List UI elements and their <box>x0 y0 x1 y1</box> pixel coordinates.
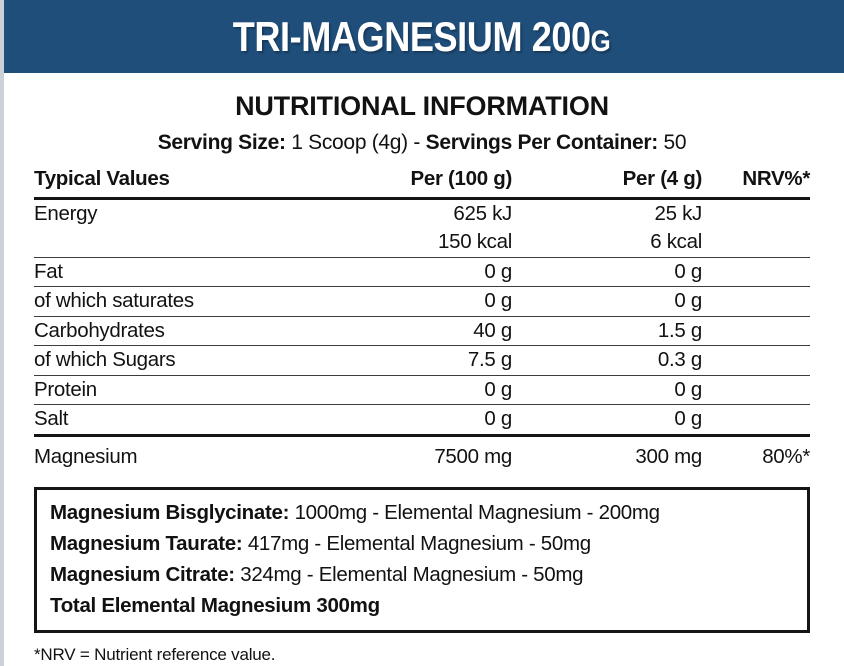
column-header-per-4g: Per (4 g) <box>512 168 702 200</box>
product-title-suffix: G <box>591 24 611 58</box>
row-label: Energy <box>34 201 98 225</box>
value-per-serving: 0 g <box>512 404 702 437</box>
value-per-100g: 40 g <box>334 316 512 347</box>
row-label <box>34 228 334 258</box>
nutrition-table: Typical Values Per (100 g) Per (4 g) NRV… <box>34 168 810 479</box>
serving-size-label: Serving Size: <box>157 131 286 154</box>
value-per-100g: 0 g <box>334 404 512 437</box>
nrv-value <box>702 345 810 376</box>
value-per-100g: 0 g <box>334 257 512 288</box>
value-per-serving: 300 mg <box>635 444 702 468</box>
table-row-salt: Salt 0 g 0 g <box>34 404 810 437</box>
label-content: NUTRITIONAL INFORMATION Serving Size: 1 … <box>0 91 844 665</box>
breakdown-line-bold: Magnesium Citrate: <box>50 563 235 587</box>
table-row-magnesium: Magnesium 7500 mg 300 mg 80%* <box>34 435 810 479</box>
column-header-typical-values: Typical Values <box>34 168 334 200</box>
nrv-value <box>702 286 810 317</box>
table-row-energy-kcal: 150 kcal 6 kcal <box>34 228 810 258</box>
nrv-value <box>702 257 810 288</box>
value-per-serving: 0.3 g <box>512 345 702 376</box>
value-per-100g: 0 g <box>334 375 512 406</box>
breakdown-line-bold: Magnesium Taurate: <box>50 532 243 556</box>
serving-info: Serving Size: 1 Scoop (4g) - Servings Pe… <box>34 131 810 155</box>
table-row-protein: Protein 0 g 0 g <box>34 375 810 406</box>
product-title-main: TRI-MAGNESIUM 200 <box>233 12 592 60</box>
column-header-per-100g: Per (100 g) <box>334 168 512 200</box>
value-per-100g: 625 kJ <box>453 201 512 225</box>
row-label: Fat <box>34 257 334 288</box>
header-bar: TRI-MAGNESIUM 200G <box>0 0 844 73</box>
breakdown-line-citrate: Magnesium Citrate: 324mg - Elemental Mag… <box>50 559 794 590</box>
nrv-value: 80%* <box>762 444 810 468</box>
breakdown-line-total: Total Elemental Magnesium 300mg <box>50 590 794 621</box>
breakdown-line-bisglycinate: Magnesium Bisglycinate: 1000mg - Element… <box>50 497 794 528</box>
row-label: Magnesium <box>34 444 138 468</box>
breakdown-line-rest: 1000mg - Elemental Magnesium - 200mg <box>289 501 661 525</box>
value-per-serving: 25 kJ <box>654 201 703 225</box>
nrv-value <box>702 316 810 347</box>
table-row-fat: Fat 0 g 0 g <box>34 257 810 288</box>
table-row-sugars: of which Sugars 7.5 g 0.3 g <box>34 345 810 376</box>
row-label: of which Sugars <box>34 345 334 376</box>
servings-per-container-value: 50 <box>657 131 687 154</box>
value-per-serving: 0 g <box>512 286 702 317</box>
product-title: TRI-MAGNESIUM 200G <box>233 13 611 61</box>
breakdown-line-taurate: Magnesium Taurate: 417mg - Elemental Mag… <box>50 528 794 559</box>
nrv-footnote: *NRV = Nutrient reference value. <box>34 645 276 665</box>
nrv-value <box>702 198 810 228</box>
row-label: Carbohydrates <box>34 316 334 347</box>
breakdown-line-rest: 324mg - Elemental Magnesium - 50mg <box>234 563 584 587</box>
value-per-100g: 0 g <box>334 286 512 317</box>
table-row-saturates: of which saturates 0 g 0 g <box>34 286 810 317</box>
nutrition-heading: NUTRITIONAL INFORMATION <box>235 91 609 121</box>
row-label: of which saturates <box>34 286 334 317</box>
nrv-value <box>702 404 810 437</box>
servings-per-container-label: Servings Per Container: <box>425 131 659 154</box>
value-per-serving: 1.5 g <box>512 316 702 347</box>
breakdown-line-rest: 417mg - Elemental Magnesium - 50mg <box>242 532 591 556</box>
breakdown-line-bold: Magnesium Bisglycinate: <box>50 501 290 525</box>
breakdown-line-bold: Total Elemental Magnesium 300mg <box>50 594 380 618</box>
row-label: Protein <box>34 375 334 406</box>
value-per-100g: 150 kcal <box>334 228 512 258</box>
value-per-serving: 6 kcal <box>512 228 702 258</box>
nrv-value <box>702 375 810 406</box>
value-per-100g: 7.5 g <box>334 345 512 376</box>
serving-size-value: 1 Scoop (4g) - <box>285 131 426 154</box>
column-header-nrv: NRV%* <box>702 168 810 200</box>
value-per-100g: 7500 mg <box>434 444 512 468</box>
table-row-carbohydrates: Carbohydrates 40 g 1.5 g <box>34 316 810 347</box>
nrv-value <box>702 228 810 258</box>
page-left-edge-strip <box>0 0 4 666</box>
table-row-energy-kj: Energy 625 kJ 25 kJ <box>34 198 810 228</box>
magnesium-breakdown-box: Magnesium Bisglycinate: 1000mg - Element… <box>34 487 810 634</box>
value-per-serving: 0 g <box>512 257 702 288</box>
row-label: Salt <box>34 404 334 437</box>
value-per-serving: 0 g <box>512 375 702 406</box>
table-header-row: Typical Values Per (100 g) Per (4 g) NRV… <box>34 168 810 200</box>
